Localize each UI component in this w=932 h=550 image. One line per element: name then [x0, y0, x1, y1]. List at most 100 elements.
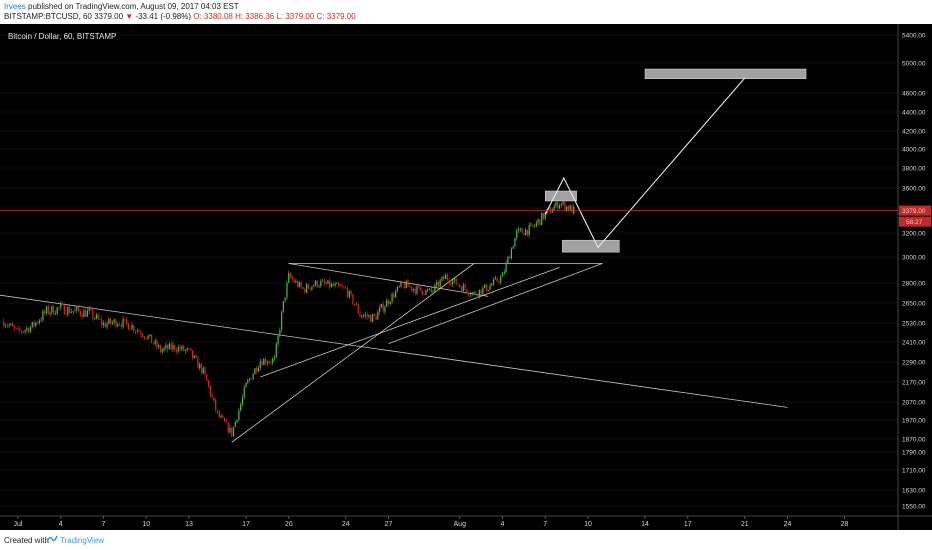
- candle-body: [564, 202, 566, 210]
- candle-body: [76, 307, 78, 310]
- candle-body: [101, 319, 103, 326]
- last-price: 3379.00: [94, 12, 124, 21]
- y-tick-label: 2410.00: [902, 340, 926, 347]
- candle-body: [10, 323, 12, 326]
- candle-body: [435, 281, 438, 286]
- candle-body: [245, 382, 247, 388]
- x-tick-label: 27: [385, 521, 393, 528]
- candle-body: [83, 310, 85, 318]
- candle-body: [494, 277, 496, 280]
- trendline[interactable]: [288, 263, 489, 297]
- open-value: O: 3380.08: [193, 12, 233, 21]
- candle-body: [113, 319, 115, 323]
- candle-body: [97, 314, 99, 320]
- y-tick-label: 2800.00: [902, 281, 926, 288]
- candle-body: [300, 282, 302, 288]
- candle-body: [90, 308, 92, 310]
- candle-body: [368, 315, 370, 317]
- candle-body: [558, 205, 561, 209]
- candle-body: [393, 293, 395, 298]
- chart-area[interactable]: 5400.00 5000.00 4600.00 4400.00 4200.00 4000.…: [0, 24, 932, 530]
- current-price-tag: [899, 205, 931, 216]
- candle-body: [298, 282, 301, 287]
- candle-body: [482, 287, 484, 295]
- candle-body: [95, 314, 97, 319]
- created-with-label: Created with: [4, 536, 49, 545]
- candle-body: [190, 348, 192, 351]
- y-tick-label: 3200.00: [902, 231, 926, 238]
- candle-body: [327, 280, 329, 284]
- footer: Created with TradingView: [0, 530, 932, 550]
- candle-body: [345, 287, 347, 289]
- target-zone[interactable]: [644, 68, 807, 79]
- x-tick-label: 17: [684, 521, 692, 528]
- candle-body: [177, 346, 179, 352]
- y-tick-label: 1970.00: [902, 418, 926, 425]
- candle-body: [195, 355, 197, 358]
- candle-body: [183, 345, 185, 351]
- candle-body: [455, 278, 457, 285]
- candle-body: [218, 411, 220, 417]
- candle-body: [364, 314, 366, 316]
- candle-body: [181, 345, 183, 350]
- candle-body: [26, 327, 28, 331]
- trendline[interactable]: [260, 267, 560, 378]
- candle-body: [500, 276, 502, 283]
- candle-body: [111, 322, 114, 324]
- y-tick-label: 3800.00: [902, 166, 926, 173]
- candle-body: [517, 228, 520, 231]
- candle-body: [498, 281, 500, 283]
- candle-body: [81, 314, 83, 318]
- y-tick-label: 2650.00: [902, 301, 926, 308]
- current-price-label: 3379.00: [902, 208, 926, 215]
- candle-body: [352, 294, 354, 304]
- candle-body: [99, 319, 101, 320]
- candle-body: [448, 279, 450, 284]
- candle-body: [284, 297, 286, 301]
- candle-body: [318, 286, 320, 287]
- candle-body: [200, 364, 203, 373]
- price-scale-panel[interactable]: [898, 24, 932, 530]
- author-link[interactable]: Irvees: [4, 2, 26, 11]
- tradingview-brand-link[interactable]: TradingView: [60, 536, 105, 545]
- candle-body: [371, 313, 374, 322]
- candle-body: [459, 285, 461, 287]
- symbol-label: BITSTAMP:BTCUSD, 60: [4, 12, 92, 21]
- target-zone[interactable]: [545, 190, 577, 202]
- candle-body: [471, 292, 473, 295]
- trendline[interactable]: [231, 263, 475, 443]
- candle-body: [248, 378, 251, 381]
- close-value: C: 3379.00: [316, 12, 356, 21]
- quote-line: BITSTAMP:BTCUSD, 60 3379.00 ▼ -33.41 (-0…: [4, 12, 356, 21]
- price-chart[interactable]: 5400.00 5000.00 4600.00 4400.00 4200.00 4000.…: [0, 24, 932, 530]
- candle-body: [395, 291, 397, 298]
- candle-body: [273, 357, 276, 359]
- trendline[interactable]: [0, 294, 788, 408]
- candle-body: [452, 280, 454, 285]
- candle-body: [398, 286, 400, 288]
- x-tick-label: Jul: [14, 521, 23, 528]
- trendline[interactable]: [388, 263, 603, 345]
- candle-body: [197, 357, 199, 369]
- candle-body: [462, 284, 464, 292]
- candle-body: [375, 316, 377, 320]
- candle-body: [475, 291, 477, 295]
- candle-body: [450, 283, 452, 285]
- candle-body: [220, 415, 222, 417]
- candle-body: [400, 281, 402, 287]
- candle-body: [241, 397, 244, 405]
- projection-path[interactable]: [544, 77, 746, 249]
- candle-body: [243, 387, 245, 398]
- candle-body: [526, 229, 529, 236]
- candle-body: [321, 280, 324, 282]
- candle-body: [359, 313, 361, 317]
- candle-body: [512, 246, 514, 249]
- candle-body: [227, 422, 229, 433]
- candle-body: [259, 361, 261, 368]
- target-zone[interactable]: [562, 239, 620, 253]
- candle-body: [199, 364, 201, 369]
- y-tick-label: 4000.00: [902, 147, 926, 154]
- candle-body: [537, 219, 539, 223]
- candle-body: [152, 342, 154, 344]
- x-tick-label: 21: [741, 521, 749, 528]
